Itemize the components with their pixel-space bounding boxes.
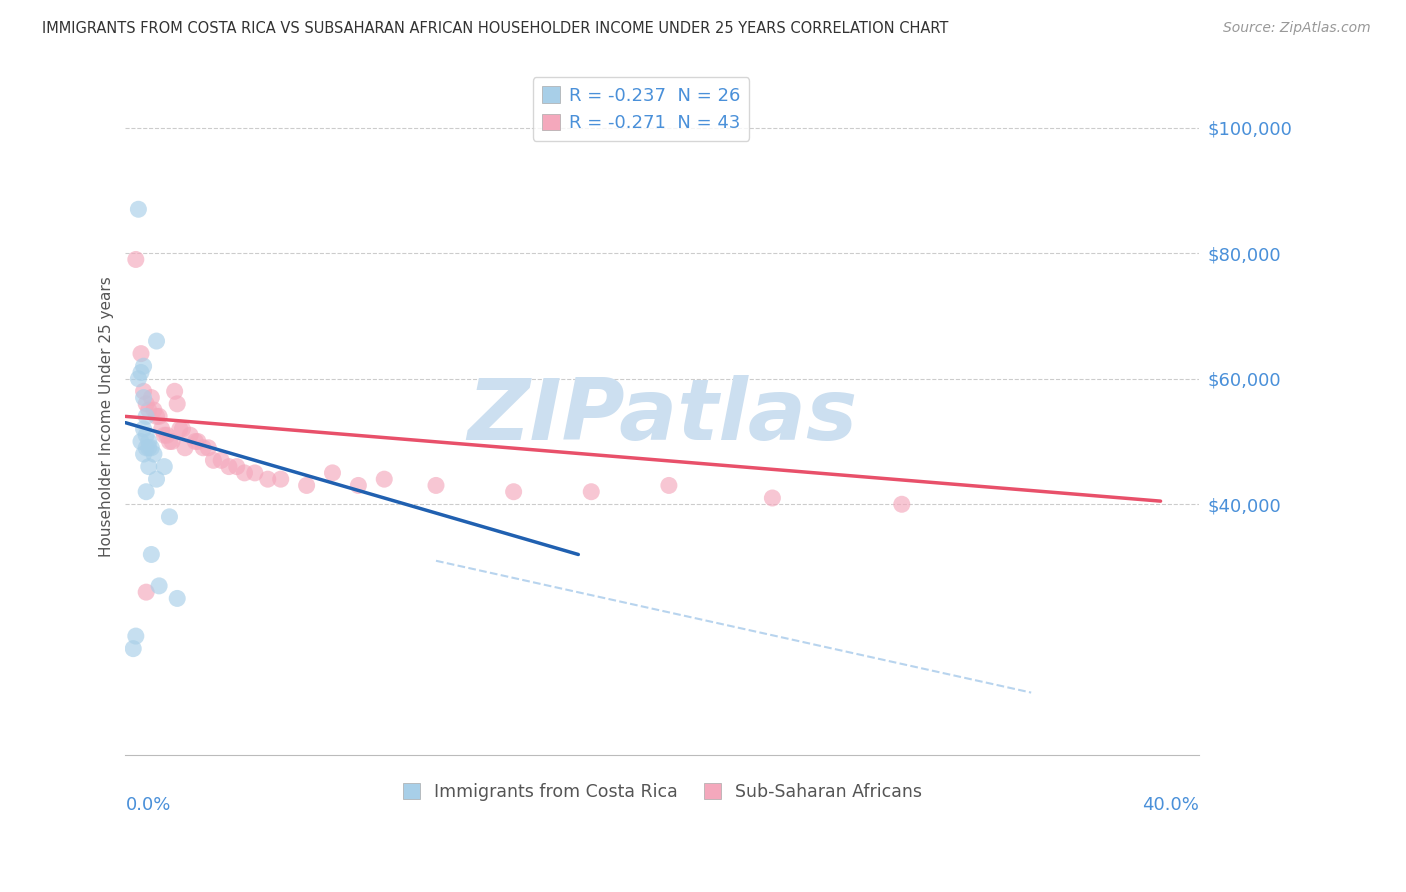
Point [321, 466, 343, 480]
Point [243, 466, 266, 480]
Legend: Immigrants from Costa Rica, Sub-Saharan Africans: Immigrants from Costa Rica, Sub-Saharan … [396, 776, 929, 807]
Point [142, 447, 165, 461]
Point [145, 472, 167, 486]
Point [160, 434, 183, 449]
Point [141, 391, 163, 405]
Point [890, 497, 912, 511]
Point [138, 403, 160, 417]
Point [135, 409, 157, 424]
Point [202, 453, 225, 467]
Point [347, 478, 370, 492]
Point [142, 403, 165, 417]
Point [425, 478, 447, 492]
Point [132, 422, 155, 436]
Point [138, 434, 160, 449]
Point [141, 441, 163, 455]
Point [148, 409, 170, 424]
Point [135, 484, 157, 499]
Point [129, 434, 152, 449]
Y-axis label: Householder Income Under 25 years: Householder Income Under 25 years [100, 276, 114, 557]
Point [373, 472, 395, 486]
Point [141, 548, 163, 562]
Point [761, 491, 783, 505]
Point [218, 459, 240, 474]
Point [145, 334, 167, 348]
Point [135, 428, 157, 442]
Point [179, 428, 201, 442]
Point [187, 434, 209, 449]
Point [233, 466, 256, 480]
Point [209, 453, 232, 467]
Point [166, 397, 188, 411]
Point [174, 441, 197, 455]
Point [172, 422, 194, 436]
Point [270, 472, 292, 486]
Point [295, 478, 318, 492]
Point [132, 391, 155, 405]
Point [122, 641, 145, 656]
Point [135, 585, 157, 599]
Text: ZIPatlas: ZIPatlas [467, 375, 858, 458]
Point [191, 441, 214, 455]
Point [132, 384, 155, 399]
Point [502, 484, 524, 499]
Point [132, 359, 155, 374]
Text: IMMIGRANTS FROM COSTA RICA VS SUBSAHARAN AFRICAN HOUSEHOLDER INCOME UNDER 25 YEA: IMMIGRANTS FROM COSTA RICA VS SUBSAHARAN… [42, 21, 949, 36]
Point [156, 428, 179, 442]
Point [153, 459, 176, 474]
Point [135, 441, 157, 455]
Point [163, 384, 186, 399]
Point [135, 397, 157, 411]
Point [256, 472, 278, 486]
Text: 40.0%: 40.0% [1143, 796, 1199, 814]
Point [125, 252, 148, 267]
Point [148, 579, 170, 593]
Point [153, 428, 176, 442]
Point [138, 459, 160, 474]
Point [169, 422, 191, 436]
Point [658, 478, 681, 492]
Point [225, 459, 247, 474]
Point [138, 441, 160, 455]
Point [159, 509, 181, 524]
Point [581, 484, 603, 499]
Point [145, 409, 167, 424]
Point [127, 372, 149, 386]
Point [197, 441, 219, 455]
Point [184, 434, 207, 449]
Point [129, 366, 152, 380]
Text: Source: ZipAtlas.com: Source: ZipAtlas.com [1223, 21, 1371, 35]
Point [129, 346, 152, 360]
Point [125, 629, 148, 643]
Point [166, 591, 188, 606]
Point [127, 202, 149, 217]
Point [159, 434, 181, 449]
Point [150, 422, 173, 436]
Point [132, 447, 155, 461]
Text: 0.0%: 0.0% [125, 796, 172, 814]
